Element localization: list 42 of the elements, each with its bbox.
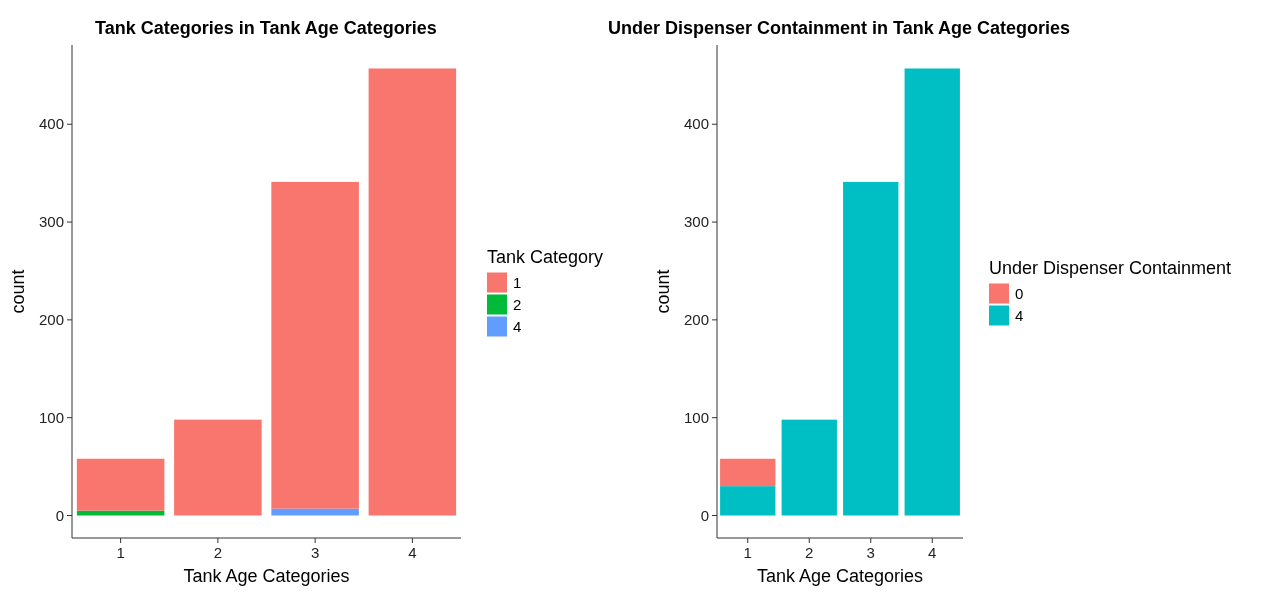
y-tick-label: 300 bbox=[683, 213, 709, 231]
y-axis-title: count bbox=[653, 269, 673, 314]
x-tick-label: 4 bbox=[928, 544, 937, 561]
x-tick-label: 1 bbox=[743, 544, 752, 561]
legend-label: 0 bbox=[1015, 284, 1024, 302]
y-axis-title: count bbox=[8, 269, 28, 314]
legend-title: Under Dispenser Containment bbox=[989, 257, 1232, 278]
y-tick-label: 400 bbox=[38, 115, 64, 133]
legend-label: 2 bbox=[513, 295, 522, 313]
bar bbox=[76, 458, 165, 511]
bar bbox=[843, 181, 899, 516]
chart-title: Under Dispenser Containment in Tank Age Categories bbox=[607, 18, 1071, 38]
y-tick-label: 100 bbox=[683, 408, 709, 426]
y-tick-label: 100 bbox=[38, 408, 64, 426]
legend-label: 1 bbox=[513, 273, 522, 291]
bar bbox=[781, 419, 837, 516]
x-tick-label: 2 bbox=[213, 544, 223, 561]
x-axis-title: Tank Age Categories bbox=[183, 566, 350, 586]
y-tick-label: 400 bbox=[683, 115, 709, 133]
legend-title: Tank Category bbox=[487, 246, 604, 267]
bar bbox=[904, 68, 960, 516]
x-tick-label: 4 bbox=[408, 544, 417, 561]
legend-label: 4 bbox=[1015, 306, 1024, 324]
x-axis-title: Tank Age Categories bbox=[756, 566, 924, 586]
x-tick-label: 3 bbox=[310, 544, 320, 561]
x-tick-label: 3 bbox=[866, 544, 875, 561]
bar bbox=[368, 68, 457, 516]
legend-label: 4 bbox=[513, 317, 522, 335]
y-tick-label: 300 bbox=[38, 213, 64, 231]
bar bbox=[76, 510, 165, 516]
x-tick-label: 2 bbox=[805, 544, 814, 561]
bar bbox=[174, 419, 262, 516]
bar bbox=[720, 486, 776, 516]
bar bbox=[271, 508, 359, 516]
chart-title: Tank Categories in Tank Age Categories bbox=[95, 18, 437, 38]
y-tick-label: 200 bbox=[38, 311, 64, 329]
bar bbox=[720, 458, 776, 487]
x-tick-label: 1 bbox=[116, 544, 125, 561]
y-tick-label: 0 bbox=[55, 506, 64, 524]
bar bbox=[271, 181, 359, 509]
y-tick-label: 0 bbox=[700, 506, 709, 524]
y-tick-label: 200 bbox=[683, 311, 709, 329]
